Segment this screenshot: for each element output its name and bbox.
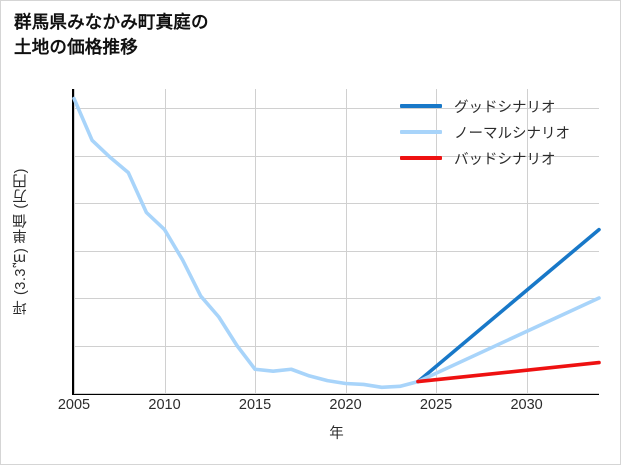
legend-item-2[interactable]: バッドシナリオ [400,145,612,171]
gridline-horizontal [74,298,599,299]
series-lines [72,96,601,390]
legend-label: バッドシナリオ [454,151,556,168]
x-tick-label: 2025 [419,397,453,413]
gridline-vertical [74,89,75,393]
gridline-horizontal [74,155,599,157]
legend-label: グッドシナリオ [454,99,556,116]
x-tick-label: 2015 [238,397,272,413]
x-tick-label: 2030 [510,397,543,413]
series-line-bad [416,360,601,384]
gridline-horizontal [74,393,599,394]
gridline-horizontal [74,250,599,252]
series-line-good [416,227,601,384]
x-tick-label: 2005 [57,397,91,413]
series-line-normal [416,296,601,384]
gridline-horizontal [74,203,599,204]
y-axis-title-text: 坪 (3.3㎡) 単価 (万円) [12,167,29,315]
gridline-vertical [164,89,166,393]
legend-swatch-icon [400,104,442,108]
gridline-horizontal [74,108,599,109]
x-axis-spine [72,393,599,395]
x-axis-title: 年 [329,426,344,442]
legend-swatch-icon [400,156,442,160]
plot-area: 6.06.57.07.58.08.59.0 200520102015202020… [58,89,601,442]
legend-item-0[interactable]: グッドシナリオ [400,93,612,119]
gridline-vertical [255,89,257,393]
x-tick-label: 2010 [148,397,181,413]
series-line-history [72,96,420,390]
y-axis-spine [72,89,74,393]
y-axis-title: 坪 (3.3㎡) 単価 (万円) [9,89,31,393]
legend-swatch-icon [400,130,442,134]
gridline-vertical [526,89,528,393]
gridline-vertical [345,89,347,393]
chart-legend: グッドシナリオ ノーマルシナリオ バッドシナリオ [400,93,612,171]
legend-label: ノーマルシナリオ [454,125,570,142]
gridline-horizontal [74,345,599,347]
x-tick-label: 2020 [329,397,362,413]
gridline-vertical [436,89,438,393]
page-title: 群馬県みなかみ町真庭の 土地の価格推移 [14,12,209,57]
legend-item-1[interactable]: ノーマルシナリオ [400,119,612,145]
